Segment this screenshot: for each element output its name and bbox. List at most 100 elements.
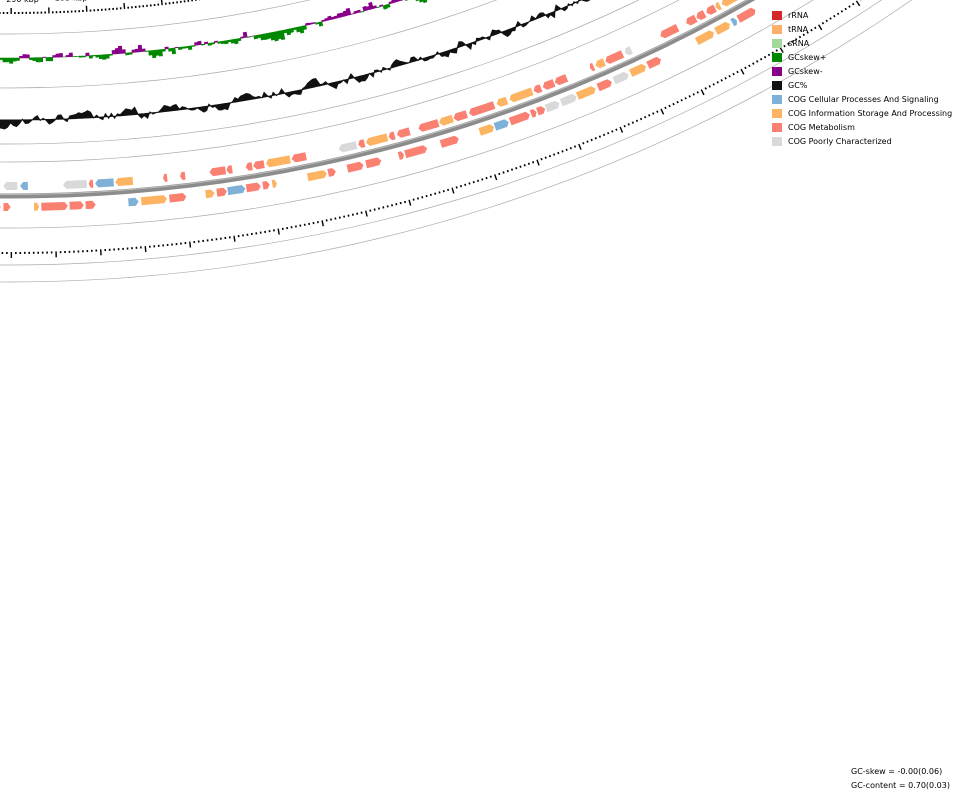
gene-arrow — [227, 185, 246, 196]
outer-tick — [763, 55, 767, 59]
outer-tick — [756, 60, 759, 63]
gene-arrow — [0, 205, 1, 209]
legend-item-rrna: rRNA — [772, 8, 952, 22]
outer-tick — [656, 110, 659, 113]
gene-arrow — [536, 106, 546, 116]
gc-skew-segment — [350, 13, 355, 15]
position-label: 290 kbp — [6, 0, 39, 4]
gc-skew-segment — [45, 57, 50, 62]
legend-item-gc-percent: GC% — [772, 78, 952, 92]
gene-arrow — [706, 4, 717, 15]
gc-skew-segment — [35, 57, 40, 63]
gene-arrow — [226, 165, 233, 174]
gc-skew-segment — [177, 46, 183, 51]
outer-tick — [510, 168, 514, 171]
gene-arrow — [169, 193, 187, 203]
gc-skew-segment — [42, 56, 47, 58]
outer-tick — [548, 154, 552, 158]
gc-skew-segment — [141, 48, 146, 52]
legend-swatch — [772, 94, 782, 104]
gene-arrow — [216, 187, 227, 197]
gene-arrow — [338, 141, 358, 153]
gc-skew-stat: GC-skew = -0.00(0.06) — [851, 767, 943, 776]
gene-arrow — [544, 100, 560, 113]
gene-arrow — [493, 119, 509, 131]
outer-tick — [523, 164, 526, 167]
gene-arrow — [646, 56, 661, 69]
outer-tick — [321, 220, 324, 227]
outer-tick — [569, 146, 572, 150]
outer-tick — [408, 199, 412, 206]
outer-tick — [565, 148, 568, 152]
gc-skew-segment — [356, 9, 361, 14]
outer-tick — [365, 210, 368, 217]
gene-arrow — [88, 179, 94, 188]
outer-tick — [502, 171, 505, 174]
gene-arrow — [3, 182, 18, 190]
guide-line — [0, 0, 680, 163]
gene-arrow — [686, 14, 698, 26]
outer-tick — [720, 79, 723, 82]
gene-arrow — [508, 111, 530, 126]
outer-tick — [615, 128, 618, 131]
gc-skew-segment — [78, 55, 83, 58]
outer-tick — [716, 81, 719, 84]
outer-tick — [485, 176, 488, 180]
gc-skew-segment — [289, 27, 294, 33]
gene-arrow — [624, 46, 633, 56]
gc-skew-segment — [197, 40, 202, 46]
gc-skew-segment — [302, 25, 307, 31]
gc-skew-segment — [111, 49, 116, 55]
gene-arrow — [721, 0, 739, 7]
legend-label: GCskew+ — [788, 52, 827, 62]
outer-tick — [438, 191, 441, 194]
gene-arrow — [575, 86, 596, 100]
outer-tick — [829, 17, 832, 20]
gene-arrow — [180, 171, 186, 180]
legend-swatch — [772, 122, 782, 132]
gc-skew-segment — [125, 52, 130, 56]
legend-label: GC% — [788, 80, 808, 90]
gc-skew-segment — [372, 5, 377, 9]
gc-skew-segment — [128, 52, 133, 55]
outer-tick — [643, 115, 647, 119]
outer-tick — [277, 228, 280, 235]
outer-tick — [818, 24, 823, 31]
outer-tick — [459, 184, 462, 188]
outer-tick — [810, 28, 813, 32]
gc-skew-segment — [204, 41, 209, 45]
gc-skew-segment — [360, 10, 365, 13]
gene-arrow — [439, 114, 454, 126]
outer-tick — [594, 137, 597, 140]
gc-skew-segment — [279, 29, 286, 41]
outer-tick — [573, 145, 577, 148]
outer-tick — [623, 124, 626, 128]
gc-skew-segment — [88, 55, 93, 59]
gc-skew-segment — [233, 38, 239, 45]
outer-tick — [481, 178, 484, 181]
legend-item-srna: sRNA — [772, 36, 952, 50]
outer-tick — [668, 104, 671, 108]
gc-skew-segment — [121, 49, 126, 54]
gene-features — [0, 0, 756, 211]
outer-tick — [732, 72, 735, 76]
legend-label: COG Information Storage And Processing — [788, 108, 953, 118]
outer-tick — [692, 93, 695, 96]
gc-skew-segment — [68, 52, 73, 58]
outer-tick — [728, 74, 731, 78]
outer-tick — [519, 165, 522, 168]
gene-arrow — [34, 202, 40, 211]
gc-skew-segment — [85, 52, 90, 57]
gc-skew-segment — [405, 0, 409, 1]
gene-arrow — [596, 79, 612, 92]
gc-skew-segment — [184, 45, 189, 49]
legend-swatch — [772, 136, 782, 146]
gene-arrow — [469, 101, 496, 117]
gc-skew-segment — [246, 36, 251, 38]
gc-skew-segment — [292, 27, 297, 31]
outer-tick — [631, 121, 634, 124]
gene-arrow — [696, 10, 707, 20]
outer-tick — [582, 142, 585, 145]
gc-skew-segment — [52, 55, 57, 58]
gc-skew-segment — [327, 15, 332, 21]
